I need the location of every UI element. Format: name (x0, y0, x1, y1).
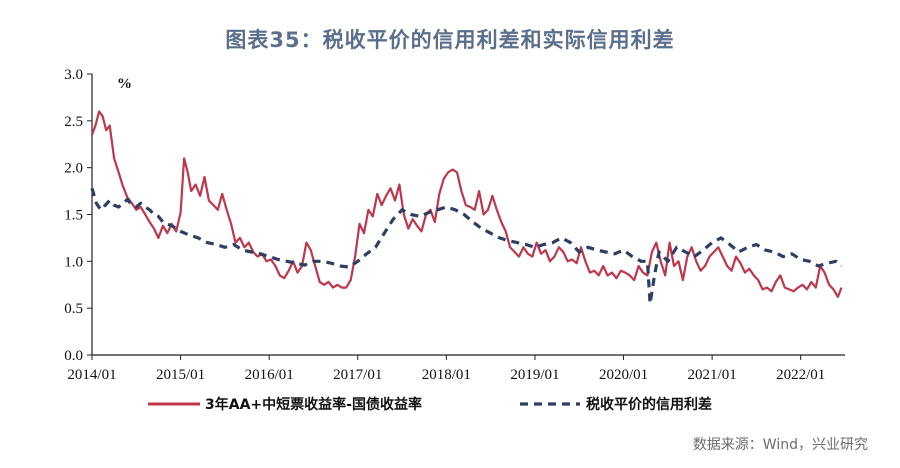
series-line-1 (90, 110, 843, 298)
y-tick-label: 2.5 (64, 114, 83, 130)
x-tick-label: 2019/01 (510, 367, 559, 383)
legend: 3年AA+中短票收益率-国债收益率 税收平价的信用利差 (148, 396, 712, 413)
x-tick-label: 2015/01 (156, 367, 205, 383)
y-tick-label: 0.0 (64, 348, 83, 364)
chart-title: 图表35：税收平价的信用利差和实际信用利差 (225, 28, 675, 52)
x-tick-label: 2017/01 (333, 367, 382, 383)
x-tick-label: 2016/01 (245, 367, 294, 383)
x-tick-label: 2014/01 (67, 367, 116, 383)
legend-label-2: 税收平价的信用利差 (586, 396, 712, 413)
x-tick-label: 2022/01 (776, 367, 825, 383)
y-tick-label: 1.5 (64, 208, 83, 224)
x-tick-label: 2021/01 (688, 367, 737, 383)
y-tick-label: 0.5 (64, 301, 83, 317)
source-note: 数据来源：Wind，兴业研究 (692, 437, 868, 453)
x-tick-label: 2020/01 (599, 367, 648, 383)
axes: 0.0 0.5 1.0 1.5 2.0 2.5 3.0% 2014/01 2015/01 2016… (64, 67, 845, 383)
y-unit-label: % (117, 76, 132, 92)
x-tick-label: 2018/01 (422, 367, 471, 383)
legend-label-1: 3年AA+中短票收益率-国债收益率 (205, 396, 422, 413)
y-tick-label: 1.0 (64, 254, 83, 270)
y-tick-label: 2.0 (64, 161, 83, 177)
series-layer (90, 110, 843, 306)
y-tick-label: 3.0 (64, 67, 83, 83)
